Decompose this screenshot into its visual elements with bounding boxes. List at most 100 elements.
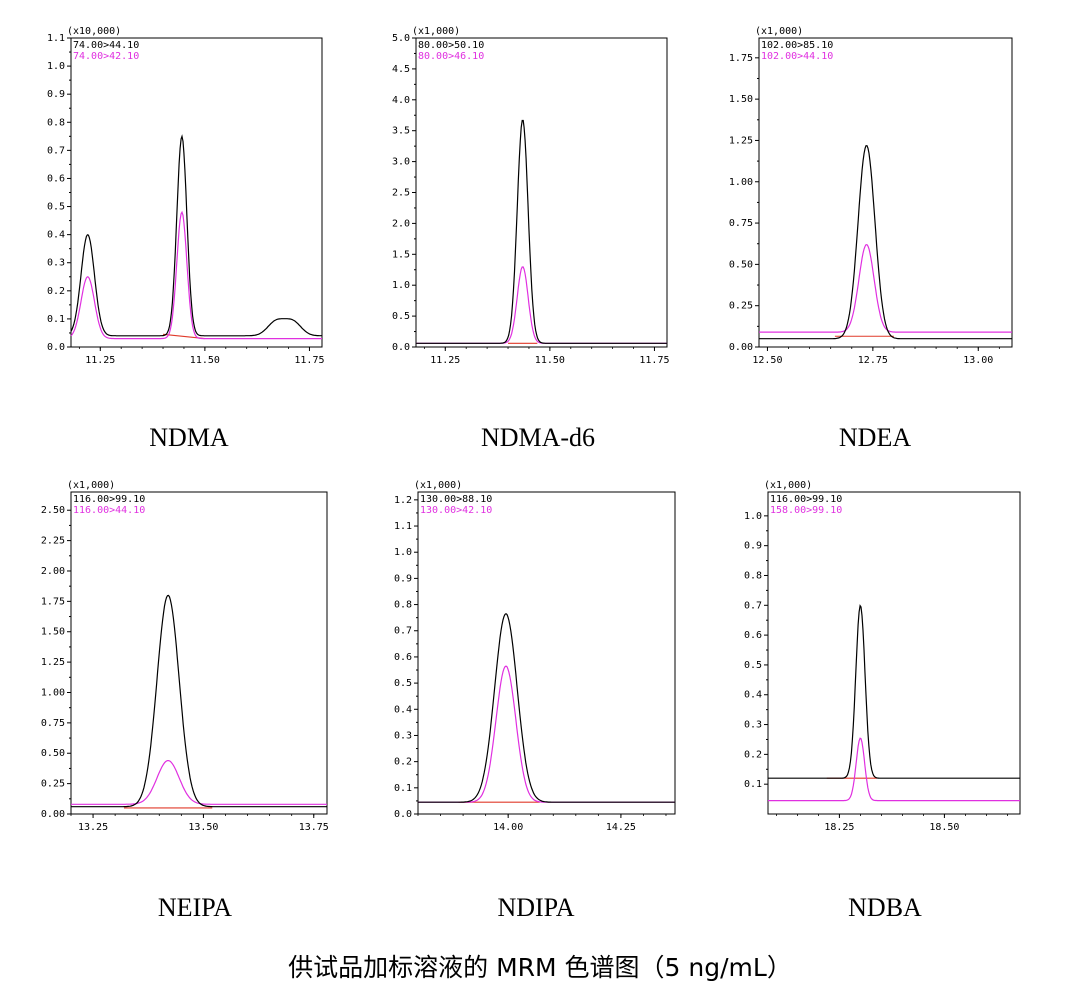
y-tick-label: 1.0 [744,511,762,522]
y-tick-label: 1.75 [729,53,753,64]
chromatogram-ndea: 0.00 0.25 0.50 0.75 1.00 1.25 1.50 1.75 12.50 12.… [729,26,1013,366]
figure-caption: 供试品加标溶液的 MRM 色谱图（5 ng/mL） [288,953,792,982]
y-tick-label: 1.2 [394,495,412,506]
y-tick-label: 0.5 [744,660,762,671]
legend-entry-qual: 80.00>46.10 [418,51,484,62]
y-tick-label: 0.4 [47,230,65,241]
y-tick-label: 0.50 [41,748,65,759]
y-tick-label: 0.6 [47,173,65,184]
y-tick-label: 2.5 [392,188,410,199]
y-tick-label: 1.25 [41,657,65,668]
x-tick-label: 14.25 [606,822,636,833]
plot-frame [758,37,1013,348]
y-tick-label: 0.9 [744,541,762,552]
y-tick-label: 3.5 [392,126,410,137]
y-tick-label: 0.4 [394,704,412,715]
trace-quant [418,612,675,803]
y-tick-label: 0.7 [744,600,762,611]
trace-qual [759,244,1012,333]
y-tick-label: 0.3 [744,720,762,731]
y-tick-label: 0.4 [744,690,762,701]
legend-entry-quant: 116.00>99.10 [73,494,145,505]
trace-qual [71,760,327,805]
chromatogram-ndipa: 0.0 0.1 0.2 0.3 0.4 0.5 0.6 0.7 0.8 0.9 1.0 1.1 1.2 1… [394,480,676,833]
scale-label: (x1,000) [67,480,115,491]
trace-quant [70,134,322,337]
x-tick-label: 14.00 [493,822,523,833]
y-tick-label: 0.9 [394,573,412,584]
legend-entry-quant: 80.00>50.10 [418,40,484,51]
y-tick-label: 1.25 [729,135,753,146]
y-tick-label: 0.25 [41,779,65,790]
y-tick-label: 0.00 [41,809,65,820]
y-tick-label: 4.0 [392,95,410,106]
chart-title-neipa: NEIPA [157,893,233,922]
trace-quant [71,594,327,808]
x-tick-label: 13.75 [299,822,329,833]
y-tick-label: 0.6 [394,652,412,663]
x-tick-label: 13.00 [963,355,993,366]
y-tick-label: 0.7 [394,626,412,637]
y-tick-label: 0.5 [47,202,65,213]
y-tick-label: 3.0 [392,157,410,168]
y-tick-label: 0.50 [729,259,753,270]
y-tick-label: 0.75 [41,718,65,729]
x-tick-label: 11.75 [294,355,324,366]
y-tick-label: 0.0 [47,342,65,353]
legend-entry-qual: 116.00>44.10 [73,505,145,516]
y-tick-label: 0.3 [394,730,412,741]
legend-entry-quant: 116.00>99.10 [770,494,842,505]
y-tick-label: 1.1 [394,521,412,532]
plot-frame [767,491,1021,815]
y-tick-label: 0.2 [394,757,412,768]
chromatogram-neipa: 0.00 0.25 0.50 0.75 1.00 1.25 1.50 1.75 2.00 2.25… [41,480,329,833]
legend-entry-quant: 102.00>85.10 [761,40,833,51]
trace-qual [768,737,1020,802]
chart-title-ndipa: NDIPA [497,893,575,922]
chromatogram-ndma: 0.0 0.1 0.2 0.3 0.4 0.5 0.6 0.7 0.8 0.9 1.0 1.1 11.2… [47,26,325,366]
legend-entry-quant: 130.00>88.10 [420,494,492,505]
x-tick-label: 11.50 [535,355,565,366]
scale-label: (x1,000) [755,26,803,37]
trace-qual [70,210,322,340]
y-tick-label: 1.50 [41,627,65,638]
y-tick-label: 1.75 [41,596,65,607]
x-tick-label: 12.50 [752,355,782,366]
y-tick-label: 0.75 [729,218,753,229]
trace-qual [416,266,667,344]
y-tick-label: 0.8 [394,600,412,611]
y-tick-label: 0.1 [47,314,65,325]
y-tick-label: 0.2 [47,286,65,297]
x-tick-label: 13.50 [188,822,218,833]
x-tick-label: 13.25 [78,822,108,833]
plot-frame [417,491,676,815]
x-tick-label: 12.75 [858,355,888,366]
y-tick-label: 0.5 [392,311,410,322]
y-tick-label: 0.6 [744,630,762,641]
y-tick-label: 0.8 [744,570,762,581]
y-tick-label: 5.0 [392,33,410,44]
x-tick-label: 11.25 [85,355,115,366]
y-tick-label: 1.0 [394,547,412,558]
scale-label: (x1,000) [412,26,460,37]
legend-entry-qual: 158.00>99.10 [770,505,842,516]
x-tick-label: 18.25 [824,822,854,833]
y-tick-label: 0.9 [47,89,65,100]
chart-title-ndma: NDMA [149,423,229,452]
legend-entry-qual: 130.00>42.10 [420,505,492,516]
x-tick-label: 11.75 [639,355,669,366]
y-tick-label: 0.0 [394,809,412,820]
y-tick-label: 0.7 [47,145,65,156]
scale-label: (x1,000) [414,480,462,491]
scale-label: (x10,000) [67,26,121,37]
trace-qual [418,665,675,803]
y-tick-label: 1.00 [729,177,753,188]
y-tick-label: 0.2 [744,749,762,760]
y-tick-label: 1.0 [392,280,410,291]
y-tick-label: 0.00 [729,342,753,353]
scale-label: (x1,000) [764,480,812,491]
chart-title-ndma-d6: NDMA-d6 [480,423,596,452]
chart-title-ndea: NDEA [838,423,912,452]
legend-entry-quant: 74.00>44.10 [73,40,139,51]
y-tick-label: 2.50 [41,505,65,516]
